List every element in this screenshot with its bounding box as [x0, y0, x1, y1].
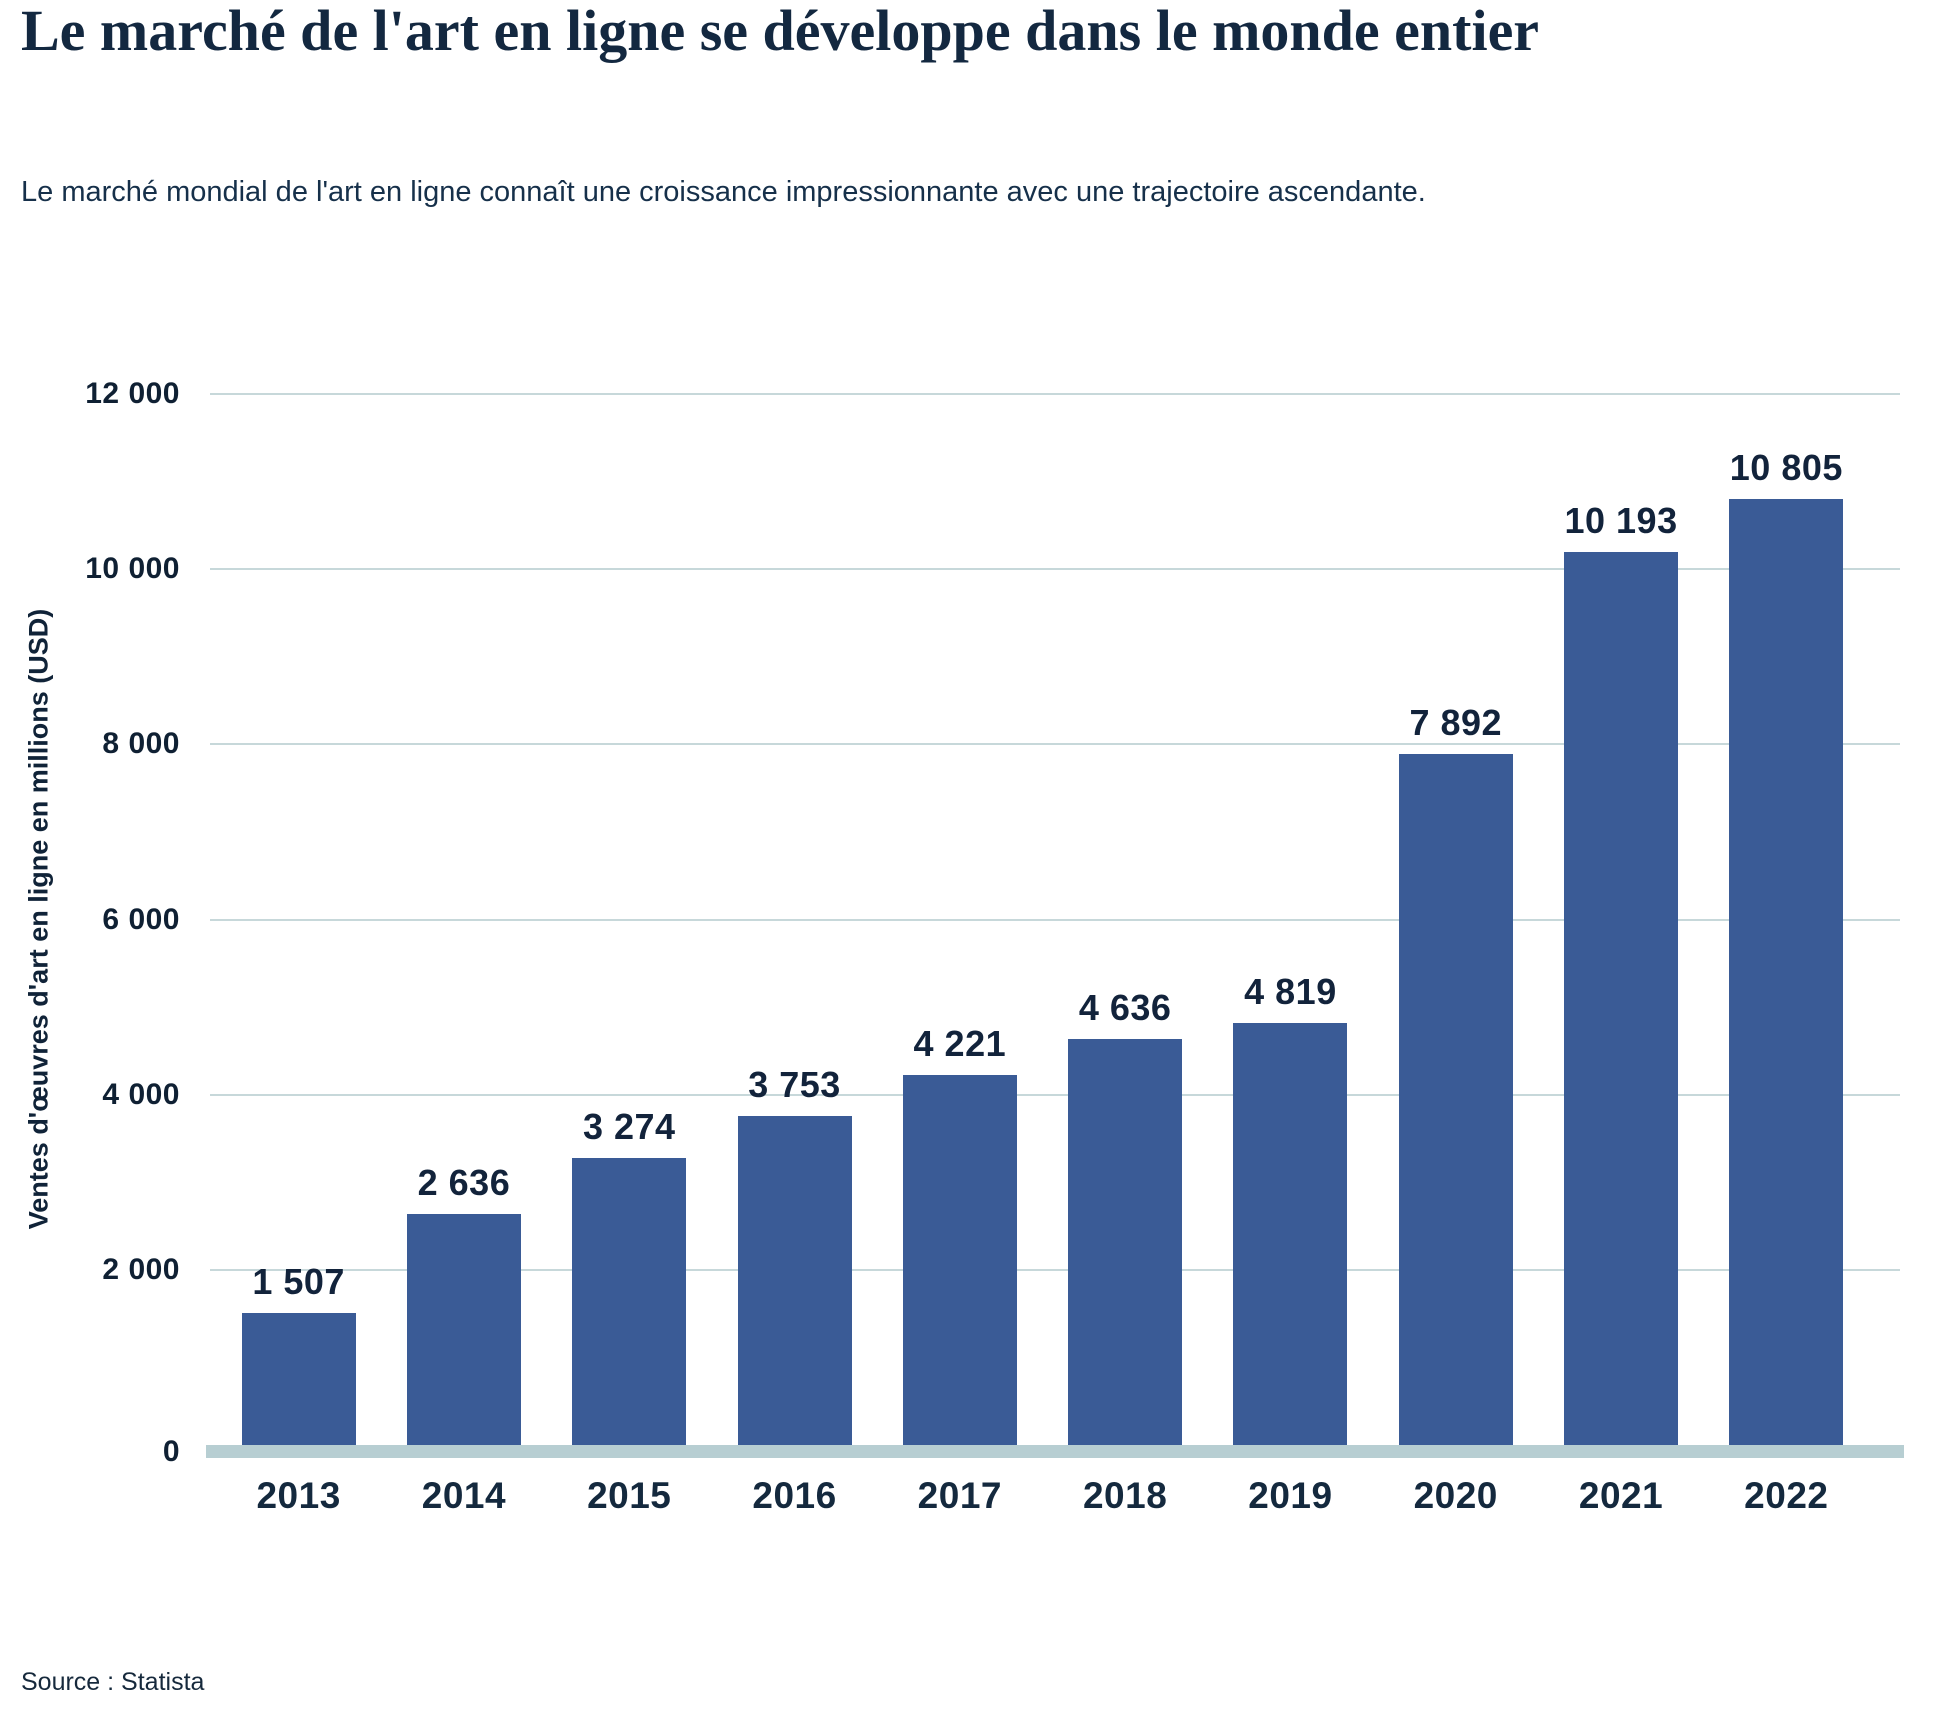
bar-value-label-2020: 7 892 [1409, 701, 1503, 743]
x-axis-label-2013: 2013 [256, 1475, 341, 1516]
bar-value-label-2016: 3 753 [748, 1064, 841, 1106]
bar-2014 [406, 1214, 521, 1445]
x-axis-label-2020: 2020 [1413, 1475, 1498, 1516]
bar-value-label-2013: 1 507 [252, 1261, 345, 1303]
bar-value-label-2022: 10 805 [1729, 446, 1843, 488]
x-axis-label-2018: 2018 [1082, 1475, 1168, 1516]
x-axis-label-2016: 2016 [752, 1475, 837, 1516]
bar-value-label-2017: 4 221 [913, 1023, 1007, 1065]
page-subtitle: Le marché mondial de l'art en ligne conn… [21, 176, 1426, 208]
x-axis-label-2022: 2022 [1744, 1475, 1829, 1516]
bar-value-label-2021: 10 193 [1564, 500, 1678, 542]
plot-area: 1 507 2013 2 636 2014 3 274 2015 3 753 2016 4 22… [206, 393, 1904, 1516]
bar-value-label-2018: 4 636 [1078, 986, 1172, 1028]
page-title: Le marché de l'art en ligne se développe… [21, 0, 1540, 63]
y-axis-tick-labels: 0 2 000 4 000 6 000 8 000 10 000 12 000 [0, 377, 180, 1494]
gridline-10000 [210, 568, 1900, 571]
y-tick-label-0: 0 [162, 1434, 180, 1468]
bar-2017 [902, 1075, 1017, 1445]
bar-2018 [1068, 1038, 1183, 1445]
y-tick-label-6000: 6 000 [102, 902, 180, 936]
bar-value-label-2015: 3 274 [582, 1106, 676, 1148]
y-tick-label-4000: 4 000 [102, 1077, 180, 1111]
x-axis-label-2019: 2019 [1248, 1475, 1333, 1516]
x-axis-label-2014: 2014 [421, 1475, 507, 1516]
gridline-4000 [210, 1093, 1900, 1096]
bar-2021 [1564, 552, 1679, 1445]
x-axis-baseline [206, 1445, 1904, 1458]
source-note: Source : Statista [21, 1668, 205, 1696]
x-axis-label-2021: 2021 [1578, 1475, 1664, 1516]
bar-2016 [737, 1116, 852, 1445]
gridline-2000 [210, 1268, 1900, 1271]
bar-value-label-2014: 2 636 [417, 1162, 511, 1204]
x-axis-label-2017: 2017 [917, 1475, 1002, 1516]
y-tick-label-8000: 8 000 [102, 727, 180, 761]
gridline-8000 [210, 743, 1900, 746]
bar-2015 [572, 1158, 687, 1445]
bar-2020 [1398, 753, 1513, 1445]
y-tick-label-2000: 2 000 [102, 1252, 180, 1286]
bar-2019 [1233, 1022, 1348, 1445]
x-axis-label-2015: 2015 [587, 1475, 672, 1516]
gridline-6000 [210, 918, 1900, 921]
bar-2022 [1729, 498, 1844, 1445]
bar-2013 [241, 1313, 356, 1445]
y-tick-label-10000: 10 000 [85, 552, 180, 586]
bar-value-label-2019: 4 819 [1244, 970, 1337, 1012]
y-tick-label-12000: 12 000 [85, 377, 180, 410]
gridline-12000 [210, 393, 1900, 395]
